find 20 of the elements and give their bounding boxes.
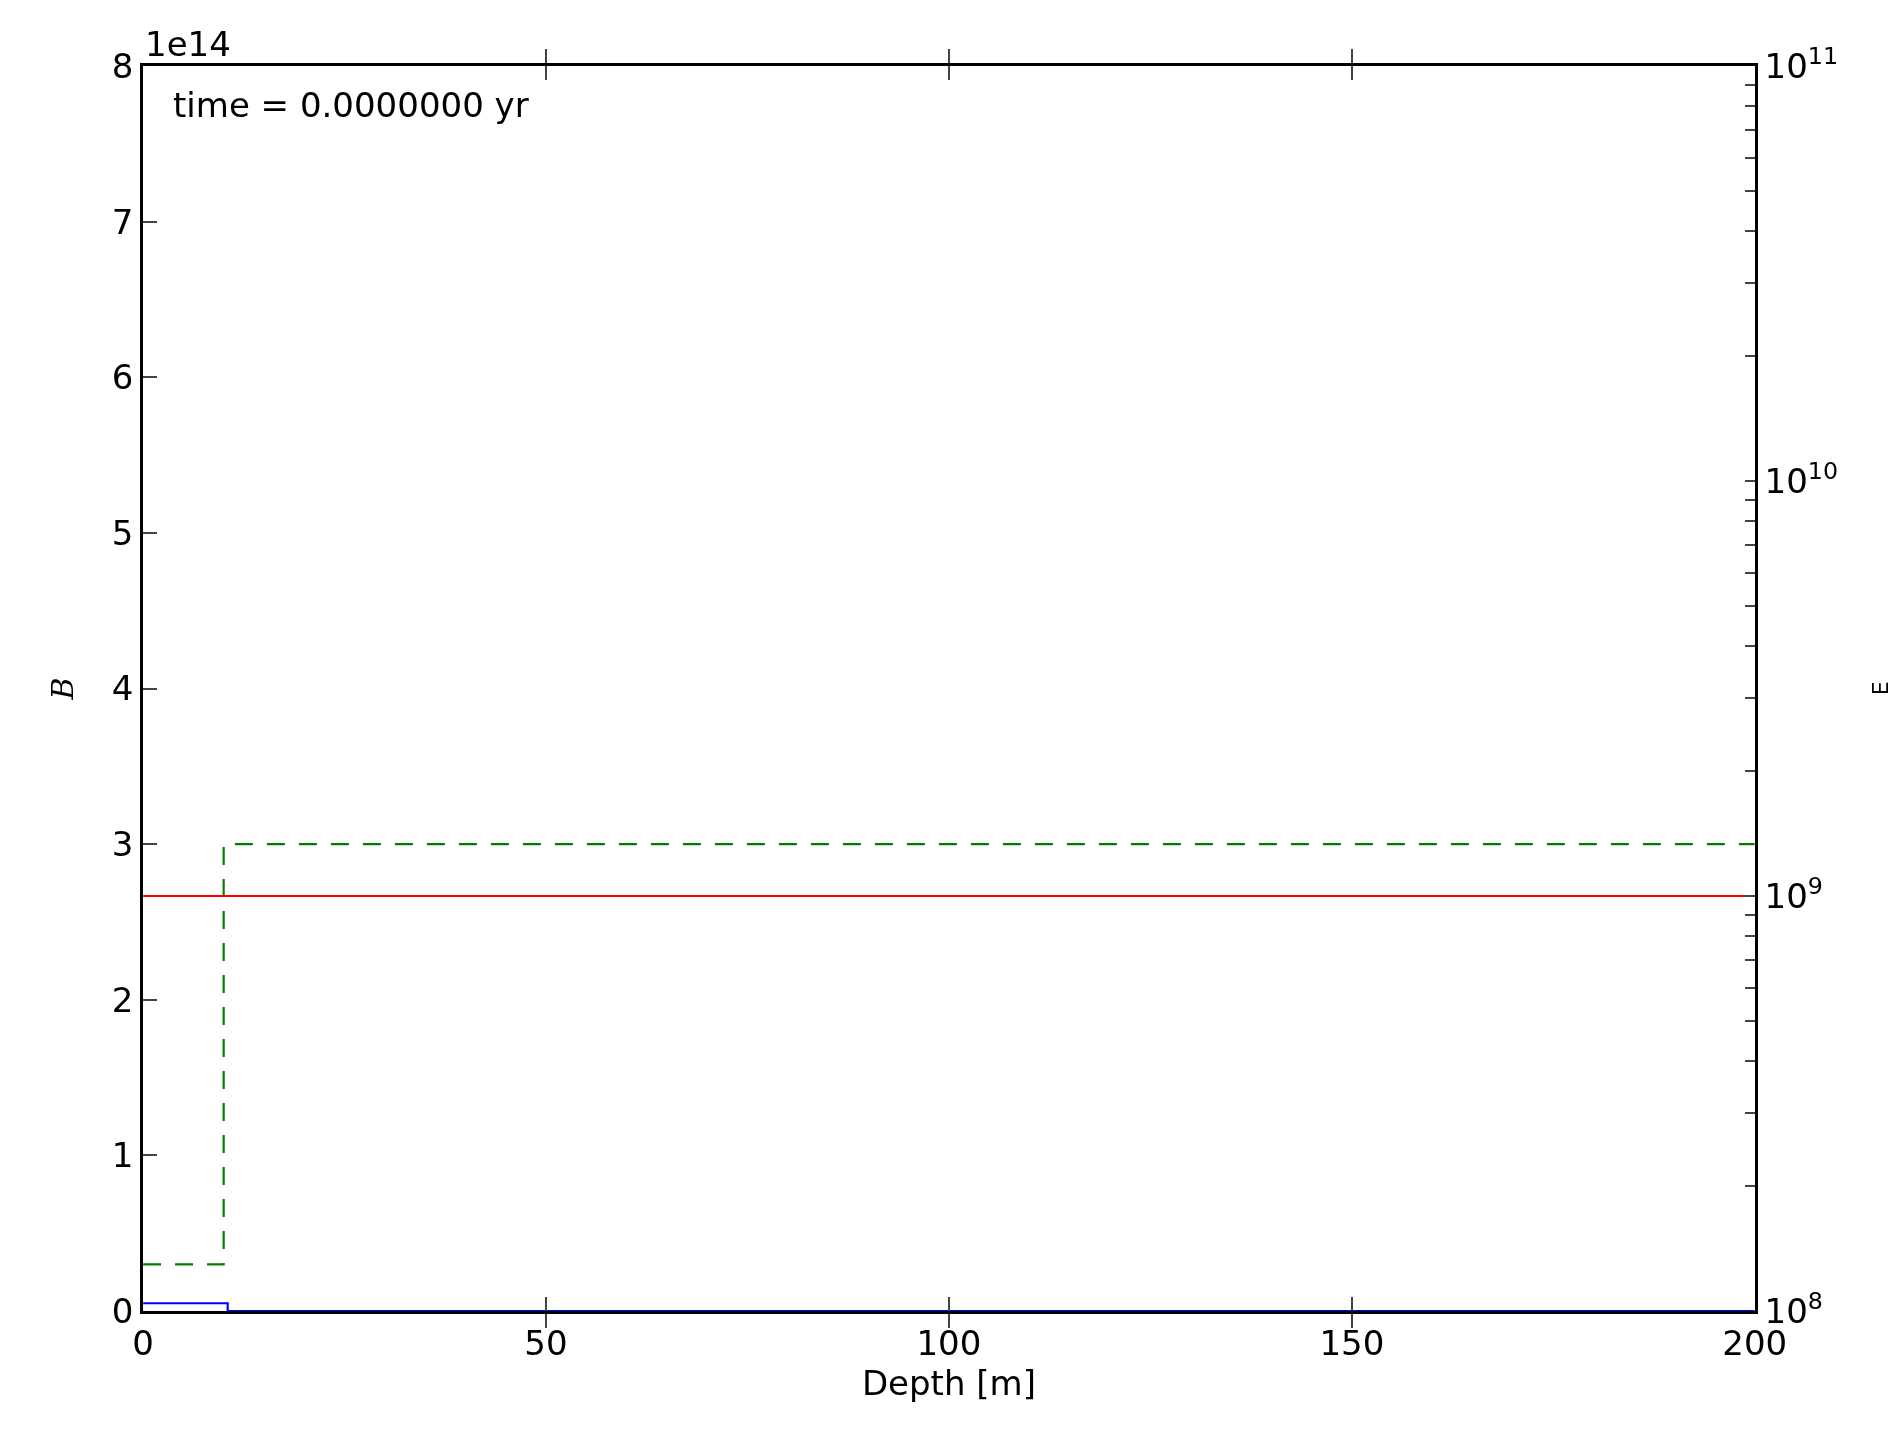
x-tick-label: 100 xyxy=(916,1322,982,1363)
y-tick-label: 7 xyxy=(111,201,134,242)
y-tick-label: 5 xyxy=(111,512,134,553)
y2-tick-label: 10$^{11}$ xyxy=(1764,41,1839,86)
y-tick-label: 8 xyxy=(111,45,134,86)
y2-tick-label: 10$^{10}$ xyxy=(1764,456,1839,501)
x-tick-label: 150 xyxy=(1319,1322,1385,1363)
y-axis-title: B xyxy=(44,677,80,701)
y2-axis-title: E xyxy=(1867,681,1893,696)
y-tick-label: 3 xyxy=(111,824,134,865)
y-tick-label: 2 xyxy=(111,979,134,1020)
text: 1e14 xyxy=(145,24,231,64)
x-axis-title: Depth [m] xyxy=(861,1362,1036,1403)
y2-tick-label: 10$^{9}$ xyxy=(1764,871,1823,916)
y-tick-label: 0 xyxy=(111,1290,134,1331)
y-tick-label: 4 xyxy=(111,668,134,709)
x-tick-label: 50 xyxy=(524,1322,568,1363)
y-tick-label: 6 xyxy=(111,357,134,398)
annotation: time = 0.0000000 yr xyxy=(173,85,529,125)
y-tick-label: 1 xyxy=(111,1135,134,1176)
